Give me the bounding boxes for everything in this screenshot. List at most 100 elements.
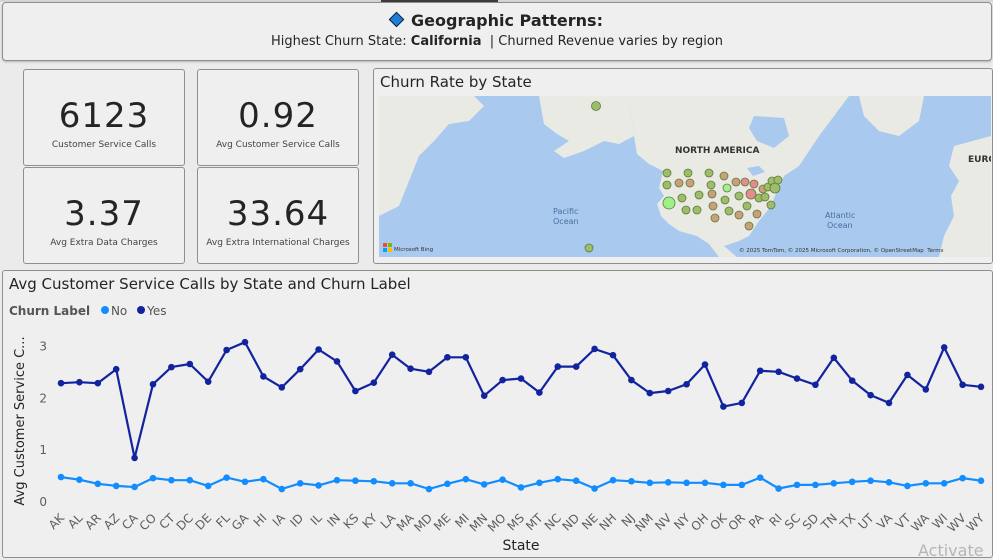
map-bubble[interactable] [734,191,744,201]
data-point-yes[interactable] [296,365,304,373]
data-point-yes[interactable] [628,376,635,384]
data-point-no[interactable] [664,478,672,486]
data-point-no[interactable] [131,483,138,491]
map-bubble[interactable] [704,168,714,178]
data-point-yes[interactable] [756,367,764,375]
data-point-yes[interactable] [793,375,801,382]
legend-label-no[interactable]: No [110,304,128,318]
data-point-no[interactable] [444,480,451,488]
map-bubble[interactable] [734,210,744,220]
data-point-yes[interactable] [94,379,102,387]
data-point-yes[interactable] [370,379,378,386]
data-point-yes[interactable] [204,378,212,385]
data-point-no[interactable] [572,477,580,485]
map-bubble[interactable] [749,179,759,189]
data-point-yes[interactable] [591,345,598,353]
data-point-yes[interactable] [922,386,930,393]
map-bubble[interactable] [731,177,741,187]
data-point-no[interactable] [260,475,267,483]
data-point-yes[interactable] [131,454,138,462]
data-point-no[interactable] [940,480,948,487]
data-point-yes[interactable] [848,377,856,384]
data-point-no[interactable] [204,482,212,490]
data-point-no[interactable] [296,480,304,487]
data-point-yes[interactable] [572,363,580,370]
data-point-yes[interactable] [701,361,709,368]
legend-label-yes[interactable]: Yes [147,304,167,318]
data-point-no[interactable] [278,485,286,493]
map-bubble[interactable] [745,188,757,200]
data-point-yes[interactable] [940,344,948,351]
data-point-yes[interactable] [444,353,451,361]
map-bubble[interactable] [720,195,730,205]
data-point-no[interactable] [959,474,966,482]
data-point-yes[interactable] [186,360,194,368]
active-page-tab-indicator[interactable] [381,0,498,3]
series-line-yes[interactable] [60,341,982,459]
map-bubble[interactable] [591,101,601,111]
data-point-yes[interactable] [499,376,506,384]
map-bubble[interactable] [707,189,717,199]
churn-map-card[interactable]: Churn Rate by State [373,68,993,264]
data-point-yes[interactable] [315,346,322,353]
data-point-no[interactable] [867,477,874,485]
data-point-no[interactable] [499,476,506,483]
map-bubble[interactable] [706,180,716,190]
map-bubble[interactable] [752,209,762,219]
data-point-no[interactable] [683,479,690,487]
data-point-yes[interactable] [260,373,267,380]
data-point-yes[interactable] [352,387,359,395]
data-point-yes[interactable] [885,399,893,407]
data-point-yes[interactable] [112,365,120,373]
map-bubble[interactable] [662,168,672,178]
kpi-card-avg-extra-international-charges[interactable]: 33.64 Avg Extra International Charges [197,167,359,264]
map-bubble[interactable] [685,178,695,188]
data-point-yes[interactable] [536,389,543,396]
data-point-no[interactable] [885,478,893,486]
data-point-no[interactable] [775,485,782,492]
data-point-yes[interactable] [407,365,414,372]
data-point-no[interactable] [76,476,83,483]
kpi-card-avg-customer-service-calls[interactable]: 0.92 Avg Customer Service Calls [197,69,359,166]
data-point-yes[interactable] [388,351,396,358]
data-point-no[interactable] [112,482,120,490]
map-bubble[interactable] [710,213,720,223]
data-point-yes[interactable] [646,389,654,397]
map-bubble[interactable] [683,168,693,178]
map-bubble[interactable] [740,177,750,187]
data-point-yes[interactable] [830,354,838,362]
map-bubble[interactable] [744,221,754,231]
data-point-no[interactable] [315,482,322,489]
data-point-no[interactable] [830,480,838,487]
map-bubble[interactable] [708,201,718,211]
kpi-card-avg-extra-data-charges[interactable]: 3.37 Avg Extra Data Charges [23,167,185,264]
data-point-no[interactable] [646,479,654,487]
data-point-yes[interactable] [462,353,470,361]
data-point-no[interactable] [756,474,764,481]
data-point-no[interactable] [738,481,746,489]
data-point-yes[interactable] [241,338,249,346]
map-bubble[interactable] [692,205,702,215]
data-point-yes[interactable] [738,399,746,407]
data-point-no[interactable] [168,476,175,484]
data-point-yes[interactable] [554,363,562,370]
data-point-no[interactable] [480,481,488,488]
map-bubble[interactable] [584,243,594,253]
map-bubble[interactable] [694,190,704,200]
data-point-no[interactable] [922,480,930,487]
data-point-yes[interactable] [76,378,83,386]
data-point-yes[interactable] [425,368,433,376]
calls-by-state-chart-card[interactable]: Avg Customer Service Calls by State and … [2,270,993,558]
data-point-no[interactable] [628,477,635,485]
data-point-yes[interactable] [609,351,617,359]
map-bubble[interactable] [674,178,684,188]
data-point-no[interactable] [370,477,378,485]
map-bubble[interactable] [760,192,770,202]
data-point-yes[interactable] [664,387,672,395]
data-point-no[interactable] [407,480,414,487]
data-point-no[interactable] [57,473,65,481]
data-point-no[interactable] [186,476,194,484]
data-point-no[interactable] [333,476,341,484]
